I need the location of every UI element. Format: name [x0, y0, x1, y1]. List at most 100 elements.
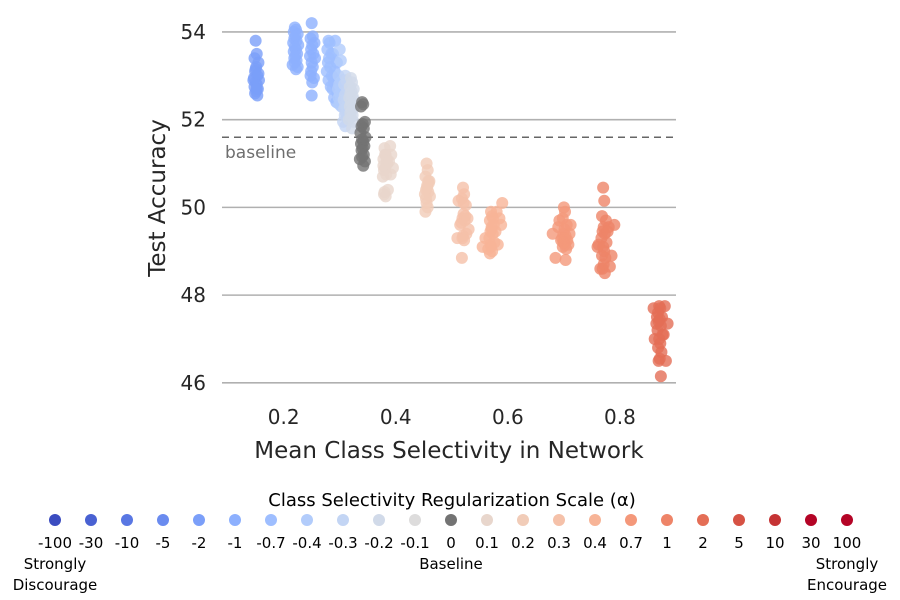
y-tick-label: 46	[181, 371, 206, 395]
legend-item: 0	[445, 514, 457, 552]
legend-items: -100 -30 -10 -5 -2 -1 -0.7 -0.4 -0.3 -0.2 -0.1 0 0.1…	[38, 514, 861, 552]
legend-label: 2	[698, 534, 708, 552]
data-point	[564, 218, 577, 231]
legend-item: 2	[697, 514, 709, 552]
legend-label: -30	[79, 534, 104, 552]
legend-label: -10	[115, 534, 140, 552]
data-point	[650, 311, 663, 324]
data-point	[658, 300, 671, 313]
data-point	[451, 232, 464, 245]
legend-item: -100	[38, 514, 72, 552]
legend-label: 100	[833, 534, 862, 552]
legend-marker	[805, 514, 817, 526]
data-point	[657, 328, 670, 341]
data-point	[476, 240, 489, 253]
legend-left-note-line1: Strongly	[24, 555, 87, 573]
data-point	[563, 227, 576, 240]
data-point	[252, 67, 265, 80]
legend-label: -100	[38, 534, 72, 552]
data-point	[420, 192, 433, 205]
data-point	[562, 238, 575, 251]
data-point	[250, 82, 263, 95]
data-point	[455, 251, 468, 264]
legend-label: 10	[765, 534, 784, 552]
legend-marker	[193, 514, 205, 526]
data-point	[355, 100, 368, 113]
legend-label: 0	[446, 534, 456, 552]
legend-label: 0.4	[583, 534, 607, 552]
legend-label: 0.3	[547, 534, 571, 552]
legend-item: 1	[661, 514, 673, 552]
data-point	[605, 249, 618, 262]
legend-label: 1	[662, 534, 672, 552]
y-tick-label: 48	[181, 283, 206, 307]
legend-item: -2	[192, 514, 207, 552]
legend-right-note-line1: Strongly	[816, 555, 879, 573]
legend-marker	[661, 514, 673, 526]
legend-label: 0.1	[475, 534, 499, 552]
data-point	[422, 175, 435, 188]
data-point	[333, 43, 346, 56]
legend-marker	[337, 514, 349, 526]
data-point	[601, 225, 614, 238]
legend-marker	[373, 514, 385, 526]
legend-item: -0.1	[400, 514, 430, 552]
data-point	[603, 260, 616, 273]
legend-marker	[445, 514, 457, 526]
legend-marker	[49, 514, 61, 526]
legend-label: -5	[156, 534, 171, 552]
y-tick-label: 54	[181, 20, 206, 44]
data-point	[549, 251, 562, 264]
data-point	[305, 17, 318, 30]
data-point	[553, 214, 566, 227]
legend-item: 5	[733, 514, 745, 552]
legend-item: 10	[765, 514, 785, 552]
y-axis-label: Test Accuracy	[145, 119, 171, 278]
legend-marker	[553, 514, 565, 526]
legend-marker	[85, 514, 97, 526]
data-point	[305, 65, 318, 78]
legend-marker	[229, 514, 241, 526]
x-tick-label: 0.2	[268, 405, 300, 429]
y-tick-label: 50	[181, 195, 206, 219]
legend-marker	[733, 514, 745, 526]
legend-item: 0.1	[475, 514, 499, 552]
legend-label: -0.2	[364, 534, 393, 552]
legend-item: -10	[115, 514, 140, 552]
legend-marker	[265, 514, 277, 526]
legend-marker	[121, 514, 133, 526]
data-points	[247, 17, 674, 383]
legend-label: -1	[228, 534, 243, 552]
legend-marker	[589, 514, 601, 526]
data-point	[559, 254, 572, 267]
data-point	[598, 194, 611, 207]
legend-item: 0.7	[619, 514, 643, 552]
x-tick-label: 0.4	[380, 405, 412, 429]
legend-item: 30	[801, 514, 821, 552]
legend-label: -0.3	[328, 534, 357, 552]
legend-marker	[517, 514, 529, 526]
data-point	[306, 76, 319, 89]
grid-lines	[222, 31, 676, 384]
legend-marker	[625, 514, 637, 526]
data-point	[594, 262, 607, 275]
legend-title: Class Selectivity Regularization Scale (…	[268, 490, 635, 511]
legend-label: -0.1	[400, 534, 429, 552]
legend-label: 30	[801, 534, 820, 552]
x-tick-label: 0.6	[492, 405, 524, 429]
legend-marker	[481, 514, 493, 526]
data-point	[546, 227, 559, 240]
data-point	[289, 63, 302, 76]
legend-marker	[841, 514, 853, 526]
data-point	[648, 332, 661, 345]
x-tick-labels: 0.2 0.4 0.6 0.8	[268, 405, 636, 429]
legend-item: -0.7	[256, 514, 286, 552]
data-point	[461, 212, 474, 225]
legend-item: 0.3	[547, 514, 571, 552]
data-point	[452, 194, 465, 207]
legend-label: -2	[192, 534, 207, 552]
data-point	[592, 238, 605, 251]
legend-left-note-line2: Discourage	[13, 576, 98, 594]
legend-item: 0.2	[511, 514, 535, 552]
legend-item: -1	[228, 514, 243, 552]
